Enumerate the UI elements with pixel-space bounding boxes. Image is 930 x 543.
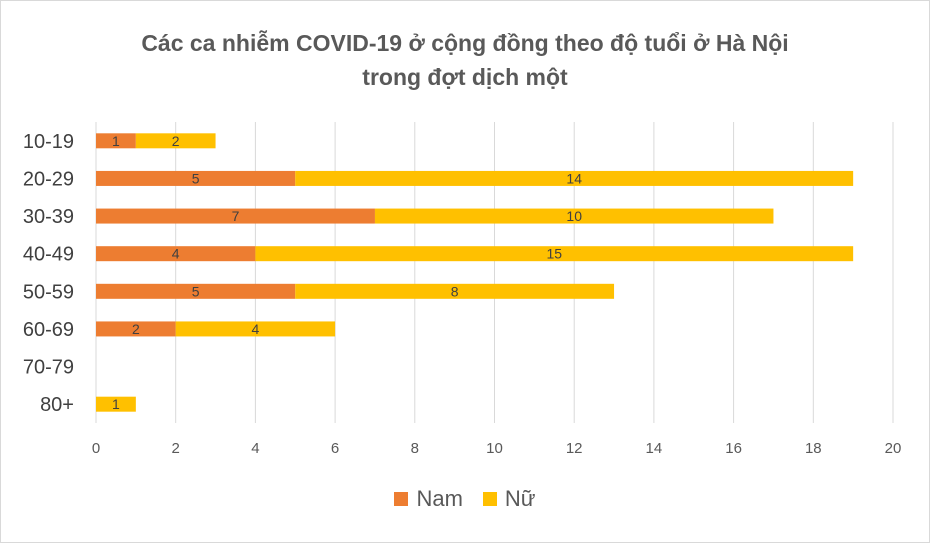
data-label-Nữ-80+: 1 (112, 396, 120, 412)
y-category-label-7: 80+ (40, 394, 74, 416)
y-category-label-2: 30-39 (23, 206, 74, 228)
x-tick-label-4: 8 (411, 440, 419, 457)
bar-Nữ-50-59 (295, 283, 615, 299)
bar-Nữ-30-39 (374, 208, 774, 224)
chart-title-line-2: trong đợt dịch một (362, 64, 568, 90)
bar-Nam-60-69 (96, 321, 176, 337)
x-tick-label-10: 20 (885, 440, 902, 457)
bar-Nữ-80+ (96, 396, 136, 412)
y-category-label-1: 20-29 (23, 168, 74, 190)
x-tick-label-8: 16 (725, 440, 742, 457)
legend-item-0: Nam (394, 486, 463, 512)
legend-label-1: Nữ (504, 486, 536, 511)
bar-Nữ-10-19 (135, 133, 216, 149)
x-tick-label-0: 0 (92, 440, 100, 457)
x-tick-label-9: 18 (805, 440, 822, 457)
data-label-Nam-40-49: 4 (172, 246, 180, 262)
data-label-Nam-20-29: 5 (192, 170, 200, 186)
data-label-Nữ-30-39: 10 (566, 208, 582, 224)
chart-title: Các ca nhiễm COVID-19 ở cộng đồng theo đ… (0, 26, 930, 94)
legend: Nam Nữ (0, 486, 930, 512)
data-label-Nữ-60-69: 4 (252, 321, 260, 337)
y-category-label-0: 10-19 (23, 131, 74, 153)
x-tick-label-3: 6 (331, 440, 339, 457)
bar-Nữ-60-69 (175, 321, 336, 337)
legend-item-1: Nữ (482, 486, 536, 512)
data-label-Nữ-40-49: 15 (546, 246, 562, 262)
bar-Nữ-20-29 (295, 170, 854, 186)
bar-Nam-50-59 (96, 283, 296, 299)
legend-swatch-0 (394, 492, 409, 506)
bar-Nữ-40-49 (255, 246, 854, 262)
x-tick-label-2: 4 (251, 440, 259, 457)
data-label-Nam-60-69: 2 (132, 321, 140, 337)
x-tick-label-6: 12 (566, 440, 583, 457)
bar-Nam-10-19 (96, 133, 136, 149)
data-label-Nữ-50-59: 8 (451, 283, 459, 299)
y-category-label-4: 50-59 (23, 281, 74, 303)
bar-Nam-40-49 (96, 246, 256, 262)
bar-Nam-20-29 (96, 170, 296, 186)
chart-title-line-1: Các ca nhiễm COVID-19 ở cộng đồng theo đ… (141, 30, 789, 56)
x-tick-label-5: 10 (486, 440, 503, 457)
y-category-label-6: 70-79 (23, 357, 74, 379)
data-label-Nữ-10-19: 2 (172, 133, 180, 149)
data-label-Nam-30-39: 7 (232, 208, 240, 224)
data-label-Nam-10-19: 1 (112, 133, 120, 149)
y-category-label-3: 40-49 (23, 244, 74, 266)
x-tick-label-7: 14 (646, 440, 663, 457)
y-category-label-5: 60-69 (23, 319, 74, 341)
data-label-Nữ-20-29: 14 (566, 170, 582, 186)
legend-label-0: Nam (416, 486, 463, 511)
bar-Nam-30-39 (96, 208, 375, 224)
legend-swatch-1 (482, 492, 497, 506)
x-tick-label-1: 2 (172, 440, 180, 457)
data-label-Nam-50-59: 5 (192, 283, 200, 299)
